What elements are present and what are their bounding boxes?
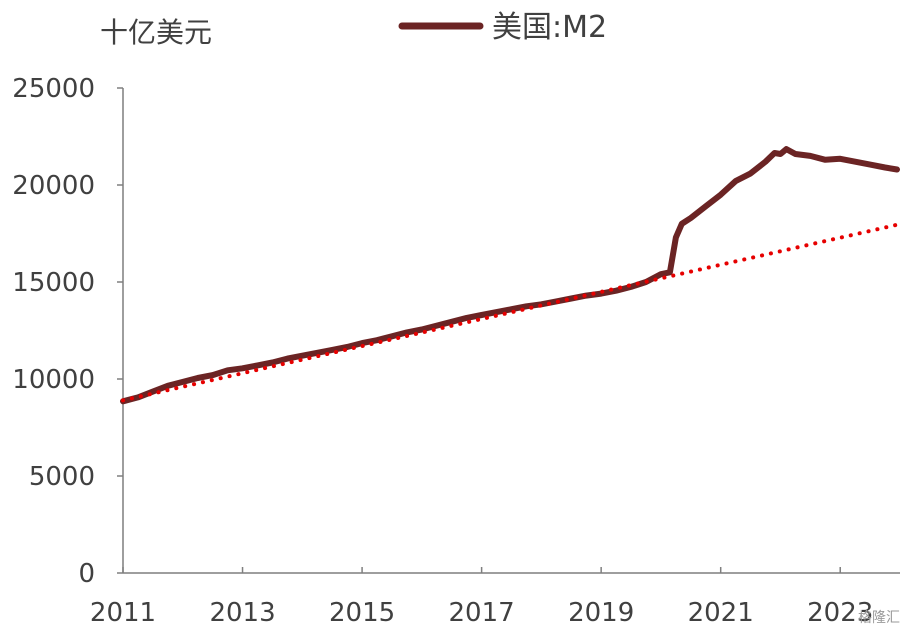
y-axis-unit-label: 十亿美元 [100, 16, 212, 49]
x-tick-label: 2019 [568, 598, 634, 628]
series-layer [120, 146, 900, 405]
x-tick-label: 2011 [90, 598, 156, 628]
trend-line-dotted [121, 222, 899, 403]
series-line-m2 [120, 146, 900, 405]
y-tick-label: 20000 [12, 171, 95, 201]
y-ticks: 0 5000 10000 15000 20000 25000 [12, 74, 123, 589]
y-tick-label: 0 [78, 559, 95, 589]
y-tick-label: 15000 [12, 268, 95, 298]
legend-label-m2: 美国:M2 [492, 10, 607, 45]
y-tick-label: 25000 [12, 74, 95, 104]
x-tick-label: 2021 [688, 598, 754, 628]
y-tick-label: 5000 [29, 462, 95, 492]
watermark: 格隆汇 [858, 610, 900, 626]
x-tick-label: 2015 [329, 598, 395, 628]
x-tick-label: 2023 [807, 598, 873, 628]
x-tick-label: 2013 [209, 598, 275, 628]
x-ticks: 2011 2013 2015 2017 2019 2021 2023 [90, 567, 873, 628]
x-tick-label: 2017 [449, 598, 515, 628]
y-tick-label: 10000 [12, 365, 95, 395]
